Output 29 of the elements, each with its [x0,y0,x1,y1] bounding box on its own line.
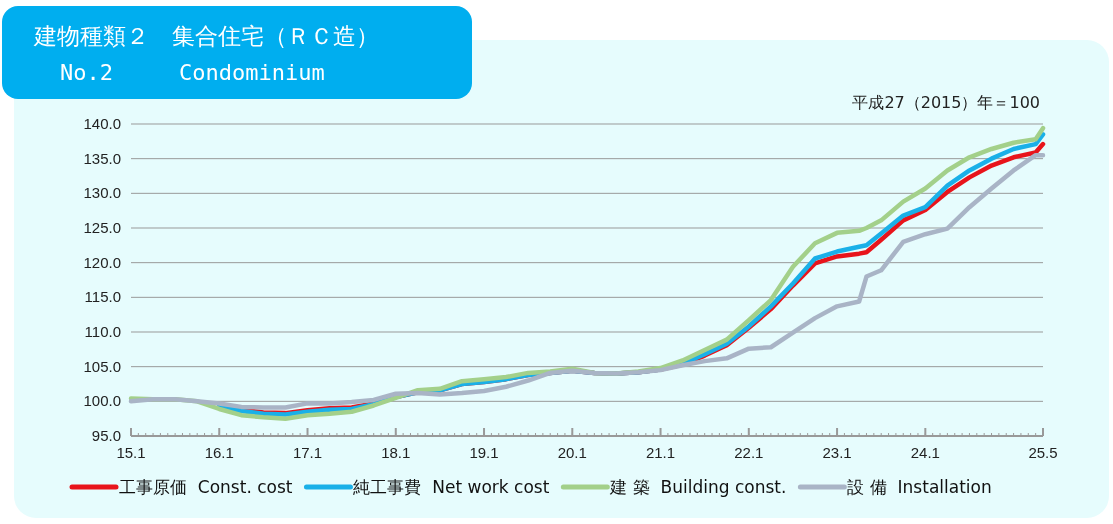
y-tick-label: 95.0 [91,427,121,444]
legend-label: 建 築 Building const. [609,477,787,497]
y-tick-label: 130.0 [83,184,121,202]
title: 建物種類２ 集合住宅（ＲＣ造） No.2 Condominium [2,6,472,99]
text: 平成27（2015）年＝100 [852,93,1040,112]
x-tick-label: 24.1 [910,444,940,461]
y-tick-label: 100.0 [83,392,121,410]
x-tick-label: 23.1 [822,444,852,461]
y-tick-label: 105.0 [83,357,121,375]
x-tick-label: 18.1 [381,444,411,461]
x-tick-label: 15.1 [116,444,146,461]
x-tick-label: 17.1 [292,444,323,461]
x-tick-label: 25.5 [1028,444,1058,461]
legend-label: 純工事費 Net work cost [353,477,550,497]
legend-label: 工事原価 Const. cost [119,477,293,497]
chart-title: 建物種類２ 集合住宅（ＲＣ造） [33,23,379,49]
y-tick-label: 110.0 [84,323,121,340]
y-tick-label: 135.0 [83,149,121,167]
x-tick-label: 21.1 [645,444,676,461]
y-tick-label: 125.0 [83,219,121,236]
legend-label: 設 備 Installation [847,477,992,497]
x-tick-label: 16.1 [204,444,234,461]
x-tick-label: 20.1 [557,444,587,461]
y-tick-label: 115.0 [84,288,121,306]
y-tick-label: 140.0 [83,115,121,132]
x-tick-label: 19.1 [469,444,499,461]
chart-subtitle: No.2 Condominium [60,60,325,85]
x-tick-label: 22.1 [734,444,764,461]
y-tick-label: 120.0 [83,253,121,271]
